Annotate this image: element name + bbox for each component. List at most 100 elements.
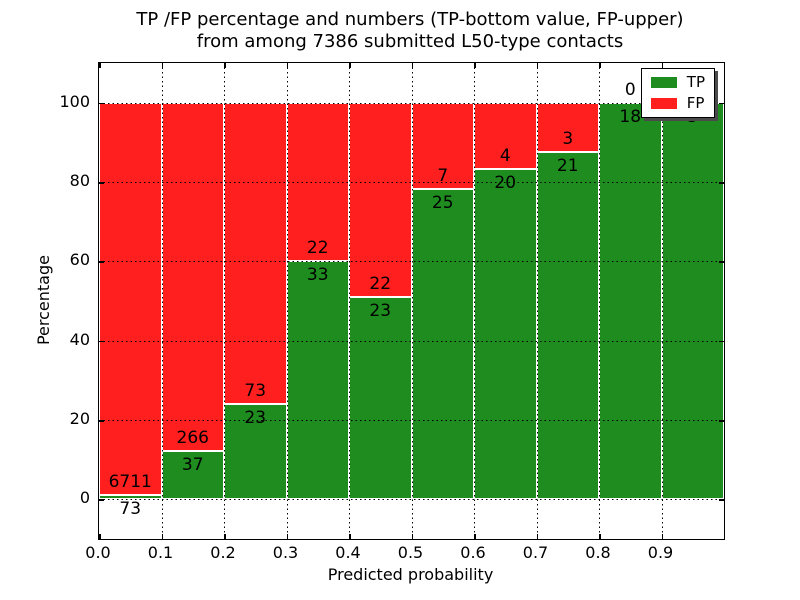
tp-count-label: 18 (619, 106, 642, 127)
y-tick-mark (99, 420, 104, 422)
x-tick-label: 0.4 (335, 543, 361, 562)
y-tick-label: 100 (59, 91, 90, 111)
x-tick-mark-top (661, 63, 663, 68)
vertical-gridline (599, 63, 600, 539)
bar-segment-tp (99, 495, 162, 500)
bar-segment-tp (474, 168, 537, 500)
fp-count-label: 266 (176, 427, 209, 448)
chart-title: TP /FP percentage and numbers (TP-bottom… (110, 9, 710, 53)
fp-count-label: 22 (306, 238, 329, 259)
chart-title-line1: TP /FP percentage and numbers (TP-bottom… (136, 9, 684, 30)
y-tick-mark (99, 340, 104, 343)
legend-item-tp: TP (650, 73, 705, 91)
y-tick-mark (99, 102, 104, 105)
vertical-gridline (474, 63, 475, 539)
bar-segment-tp (536, 152, 599, 500)
vertical-gridline (286, 63, 288, 539)
x-tick-mark-top (161, 63, 163, 68)
x-tick-mark-top (536, 63, 538, 68)
x-tick-mark (599, 534, 601, 539)
fp-count-label: 6711 (108, 472, 152, 493)
fp-count-label: 0 (624, 79, 636, 100)
x-tick-mark (411, 534, 413, 539)
x-tick-mark (99, 534, 101, 539)
tp-count-label: 25 (431, 193, 454, 214)
tp-count-label: 20 (494, 172, 517, 193)
x-tick-mark-top (349, 63, 351, 68)
x-axis-label: Predicted probability (327, 565, 494, 584)
x-tick-mark (161, 534, 163, 539)
fp-color-swatch (650, 98, 677, 109)
y-tick-mark-right (719, 499, 724, 501)
fp-count-label: 3 (562, 129, 574, 150)
bar-segment-fp (286, 102, 349, 262)
y-tick-label: 80 (69, 171, 90, 190)
x-tick-label: 0.0 (85, 543, 111, 562)
plot-area: 671173266377323223322237254203210185 TP … (98, 62, 725, 540)
y-tick-mark (99, 499, 104, 501)
x-tick-mark-top (411, 63, 413, 68)
fp-count-label: 73 (244, 381, 267, 402)
vertical-gridline (536, 63, 538, 539)
bar-segment-fp (161, 102, 224, 451)
bar-segment-tp (286, 261, 349, 500)
y-tick-mark (99, 182, 104, 184)
y-tick-label: 0 (79, 488, 90, 508)
vertical-gridline (224, 63, 225, 539)
legend-label-fp: FP (686, 94, 705, 112)
vertical-gridline (161, 63, 163, 539)
fp-count-label: 22 (369, 273, 392, 294)
x-tick-mark-top (224, 63, 226, 68)
legend-item-fp: FP (650, 94, 705, 112)
x-tick-label: 0.9 (647, 543, 674, 562)
tp-count-label: 37 (181, 454, 204, 475)
y-tick-mark (99, 261, 104, 263)
y-tick-mark-right (719, 102, 724, 105)
legend-label-tp: TP (686, 73, 705, 91)
bar-segment-tp (161, 450, 224, 500)
tp-count-label: 21 (556, 156, 579, 177)
y-tick-mark-right (719, 420, 724, 422)
tp-count-label: 23 (369, 300, 392, 321)
bar-segment-tp (349, 296, 412, 500)
tp-count-label: 73 (119, 499, 142, 520)
vertical-gridline (349, 63, 350, 539)
bar-segment-fp (224, 102, 287, 405)
bar-segment-tp (599, 102, 662, 500)
tp-count-label: 33 (306, 265, 329, 286)
x-tick-label: 0.1 (147, 543, 174, 562)
y-axis-label: Percentage (34, 255, 53, 346)
fp-count-label: 7 (437, 166, 449, 187)
fp-count-label: 4 (499, 145, 511, 166)
x-tick-mark (661, 534, 663, 539)
x-tick-label: 0.3 (272, 543, 299, 562)
x-tick-label: 0.7 (522, 543, 549, 562)
bar-segment-fp (349, 102, 412, 297)
vertical-gridline (661, 63, 663, 539)
x-tick-label: 0.2 (210, 543, 236, 562)
bar-segment-fp (99, 102, 162, 496)
y-tick-label: 20 (69, 409, 90, 428)
bar-segment-tp (661, 102, 724, 500)
x-tick-mark (286, 534, 288, 539)
y-tick-label: 60 (69, 250, 90, 270)
tp-color-swatch (650, 77, 677, 88)
x-tick-mark-top (599, 63, 601, 68)
bar-segment-tp (411, 189, 474, 500)
y-tick-mark-right (719, 340, 724, 343)
x-tick-label: 0.5 (397, 543, 424, 562)
x-tick-mark-top (474, 63, 476, 68)
x-tick-label: 0.6 (460, 543, 486, 562)
x-tick-mark (474, 534, 476, 539)
x-tick-mark-top (99, 63, 101, 68)
x-tick-mark (349, 534, 351, 539)
vertical-gridline (411, 63, 413, 539)
tp-count-label: 23 (244, 408, 267, 429)
x-tick-mark (224, 534, 226, 539)
y-tick-mark-right (719, 261, 724, 263)
x-tick-mark-top (286, 63, 288, 68)
y-tick-label: 40 (69, 329, 90, 349)
chart-title-line2: from among 7386 submitted L50-type conta… (196, 31, 624, 52)
legend: TP FP (640, 68, 715, 118)
